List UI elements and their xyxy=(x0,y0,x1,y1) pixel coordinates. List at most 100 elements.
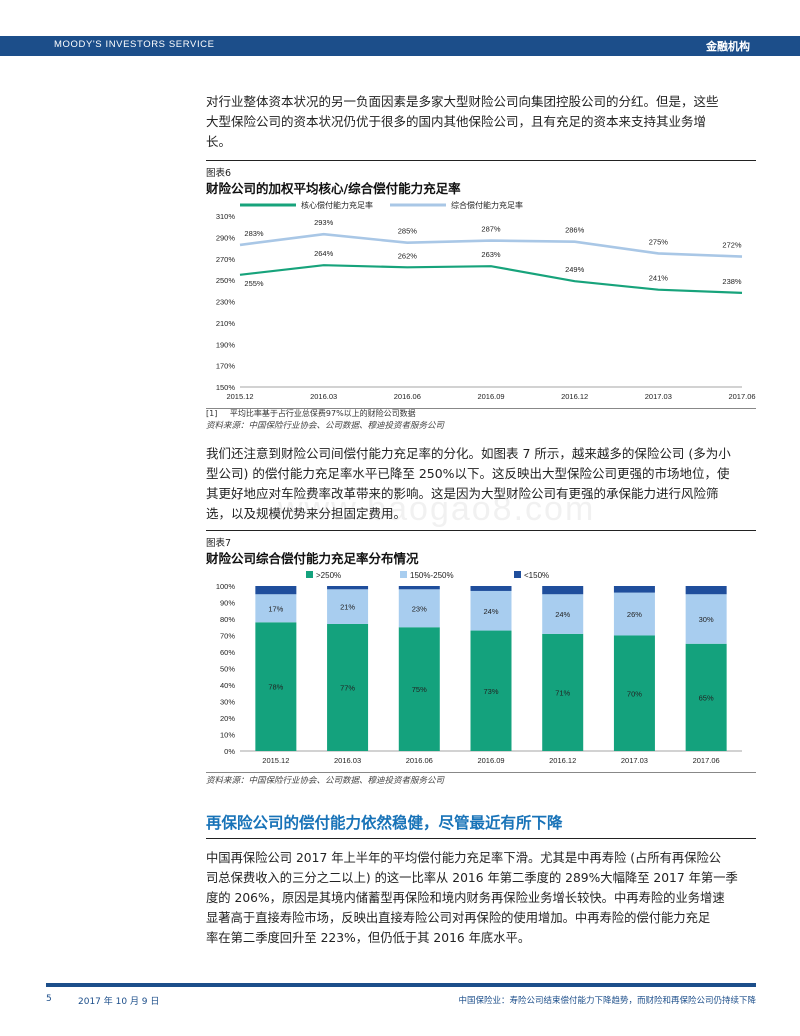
figure7-title: 财险公司综合偿付能力充足率分布情况 xyxy=(206,551,419,566)
bar-segment-lt150 xyxy=(470,586,512,591)
data-label: 272% xyxy=(722,241,742,250)
legend-comprehensive-label: 综合偿付能力充足率 xyxy=(451,200,523,210)
legend: >250% 150%-250% <150% xyxy=(306,571,549,580)
footer-rule xyxy=(46,983,756,987)
data-label: 238% xyxy=(722,277,742,286)
bar-segment-150-250 xyxy=(398,589,440,628)
data-label: 255% xyxy=(244,279,264,288)
header-band-notch xyxy=(450,36,464,56)
legend: 核心偿付能力充足率 综合偿付能力充足率 xyxy=(240,200,523,210)
text-line: 型公司) 的偿付能力充足率水平已降至 250%以下。这反映出大型保险公司更强的市… xyxy=(206,466,730,481)
legend-150-250-label: 150%-250% xyxy=(410,571,454,580)
y-tick-label: 20% xyxy=(220,714,235,723)
bar-segment-gt250 xyxy=(685,643,727,751)
y-tick-label: 290% xyxy=(216,233,236,242)
text-line: 长。 xyxy=(206,134,232,149)
series-lines xyxy=(239,232,743,294)
text-line: 中国再保险公司 2017 年上半年的平均偿付能力充足率下滑。尤其是中再寿险 (占… xyxy=(206,851,722,865)
bar-segment-gt250 xyxy=(470,630,512,751)
data-label: 77% xyxy=(340,683,355,692)
x-tick-label: 2016.12 xyxy=(549,756,576,765)
data-label: 21% xyxy=(340,603,355,612)
bar-segment-gt250 xyxy=(542,633,584,751)
y-tick-label: 40% xyxy=(220,681,235,690)
figure6-note: [1] 平均比率基于占行业总保费97%以上的财险公司数据 xyxy=(206,408,416,419)
y-tick-label: 10% xyxy=(220,731,235,740)
bar-segment-lt150 xyxy=(613,586,655,593)
y-tick-label: 150% xyxy=(216,383,236,392)
note-text: 平均比率基于占行业总保费97%以上的财险公司数据 xyxy=(229,409,416,418)
x-tick-label: 2016.09 xyxy=(477,392,504,401)
figure6-bottom-rule xyxy=(206,408,756,409)
y-tick-label: 250% xyxy=(216,276,236,285)
report-title: 中国保险业：寿险公司结束偿付能力下降趋势，而财险和再保险公司仍持续下降 xyxy=(458,996,756,1006)
data-label: 71% xyxy=(555,688,570,697)
x-tick-label: 2017.03 xyxy=(645,392,672,401)
x-tick-label: 2017.06 xyxy=(728,392,755,401)
figure6-top-rule xyxy=(206,160,756,161)
bar-segment-150-250 xyxy=(255,594,297,623)
figure7-bottom-rule xyxy=(206,772,756,773)
x-tick-label: 2016.03 xyxy=(310,392,337,401)
brand-name: MOODY'S INVESTORS SERVICE xyxy=(54,39,215,50)
x-tick-label: 2016.06 xyxy=(406,756,433,765)
text-line: 显著高于直接寿险市场，反映出直接寿险公司对再保险的使用增加。中再寿险的偿付能力充… xyxy=(206,911,711,925)
bar-segment-gt250 xyxy=(255,622,297,751)
x-tick-label: 2017.03 xyxy=(621,756,648,765)
text-line: 司总保费收入的三分之二以上) 的这一比率从 2016 年第二季度的 289%大幅… xyxy=(206,871,738,885)
bar-segment-150-250 xyxy=(542,594,584,634)
y-tick-label: 190% xyxy=(216,340,236,349)
data-label: 24% xyxy=(555,610,570,619)
bar-segment-gt250 xyxy=(613,635,655,751)
bar-segment-lt150 xyxy=(685,586,727,595)
data-label: 275% xyxy=(649,237,669,246)
x-tick-label: 2016.09 xyxy=(477,756,504,765)
text-line: 其更好地应对车险费率改革带来的影响。这是因为大型财险公司有更强的承保能力进行风险… xyxy=(206,486,719,501)
data-label: 264% xyxy=(314,249,334,258)
y-tick-label: 270% xyxy=(216,255,236,264)
bar-segment-150-250 xyxy=(613,592,655,636)
y-tick-label: 80% xyxy=(220,615,235,624)
data-label: 23% xyxy=(412,604,427,613)
page-header: MOODY'S INVESTORS SERVICE 金融机构 xyxy=(0,0,800,58)
data-labels: 255% 264% 262% 263% 249% 241% 238% 283% 293% 285%… xyxy=(244,218,742,288)
text-line: 率在第二季度回升至 223%，但仍低于其 2016 年底水平。 xyxy=(206,931,531,945)
x-tick-label: 2015.12 xyxy=(226,392,253,401)
y-tick-label: 0% xyxy=(224,747,235,756)
bar-segment-lt150 xyxy=(398,586,440,590)
data-label: 286% xyxy=(565,226,585,235)
bar-segment-lt150 xyxy=(327,586,369,590)
section-rule xyxy=(206,838,756,839)
data-label: 262% xyxy=(398,251,418,260)
data-label: 75% xyxy=(412,685,427,694)
y-tick-label: 230% xyxy=(216,298,236,307)
figure6-label: 图表6 xyxy=(206,168,232,179)
text-line: 大型保险公司的资本状况仍优于很多的国内其他保险公司，且有充足的资本来支持其业务增 xyxy=(206,114,707,129)
y-tick-label: 70% xyxy=(220,632,235,641)
x-tick-label: 2016.03 xyxy=(334,756,361,765)
text-line: 选，以及规模优势来分担固定费用。 xyxy=(206,506,407,521)
data-label: 26% xyxy=(627,610,642,619)
text-line: 对行业整体资本状况的另一负面因素是多家大型财险公司向集团控股公司的分红。但是，这… xyxy=(206,94,719,109)
publication-date: 2017 年 10 月 9 日 xyxy=(78,997,160,1007)
section-label: 金融机构 xyxy=(706,40,750,53)
paragraph-reinsurance: 中国再保险公司 2017 年上半年的平均偿付能力充足率下滑。尤其是中再寿险 (占… xyxy=(206,848,754,948)
data-label: 285% xyxy=(398,227,418,236)
data-label: 17% xyxy=(268,604,283,613)
data-label: 70% xyxy=(627,689,642,698)
text-line: 度的 206%，原因是其境内储蓄型再保险和境内财务再保险业务增长较快。中再寿险的… xyxy=(206,891,725,905)
x-tick-label: 2017.06 xyxy=(693,756,720,765)
figure6-title: 财险公司的加权平均核心/综合偿付能力充足率 xyxy=(206,181,461,196)
figure6-line-chart: 核心偿付能力充足率 综合偿付能力充足率 150% 170% 190% 210% 230%… xyxy=(216,200,756,401)
figure7-label: 图表7 xyxy=(206,538,232,549)
data-label: 263% xyxy=(481,250,501,259)
bar-segment-150-250 xyxy=(685,594,727,644)
data-label: 241% xyxy=(649,274,669,283)
y-tick-label: 50% xyxy=(220,665,235,674)
data-label: 249% xyxy=(565,265,585,274)
x-tick-label: 2016.06 xyxy=(394,392,421,401)
data-label: 30% xyxy=(699,615,714,624)
legend-lt150-swatch xyxy=(514,571,521,578)
figure7-source: 资料来源：中国保险行业协会、公司数据、穆迪投资者服务公司 xyxy=(206,776,445,786)
data-label: 73% xyxy=(483,687,498,696)
